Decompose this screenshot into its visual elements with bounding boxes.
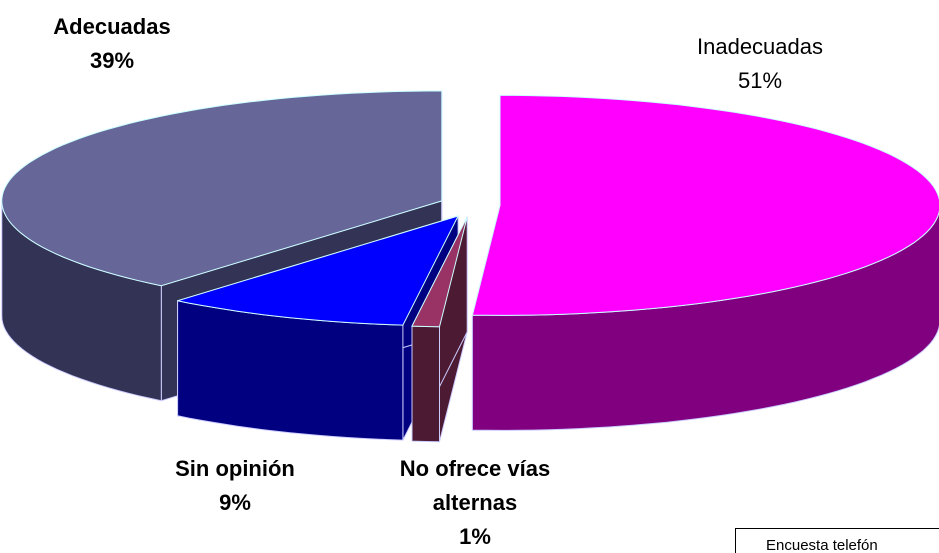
value-label: 51%: [737, 68, 783, 93]
slice-label: Sin opinión 9%: [135, 452, 335, 520]
slice: [471, 94, 939, 431]
category-name: Adecuadas: [53, 14, 171, 39]
slice-label: Adecuadas 39%: [12, 10, 212, 78]
slice-top: [411, 216, 468, 328]
category-name: Sin opinión: [175, 456, 295, 481]
annotation-box: Encuesta telefón: [735, 528, 939, 553]
slice-label: Inadecuadas 51%: [660, 30, 860, 98]
value-label: 39%: [89, 48, 135, 73]
value-label: 9%: [219, 490, 251, 515]
slice-top: [177, 215, 460, 326]
slice-label: No ofrece vías alternas 1%: [360, 452, 590, 553]
slice-side: [411, 325, 440, 443]
slice-top: [1, 90, 443, 287]
category-name: No ofrece vías alternas: [399, 456, 551, 515]
category-name: Inadecuadas: [697, 34, 823, 59]
slice-top: [471, 94, 939, 316]
value-label: 1%: [459, 524, 491, 549]
slice: [411, 216, 468, 443]
